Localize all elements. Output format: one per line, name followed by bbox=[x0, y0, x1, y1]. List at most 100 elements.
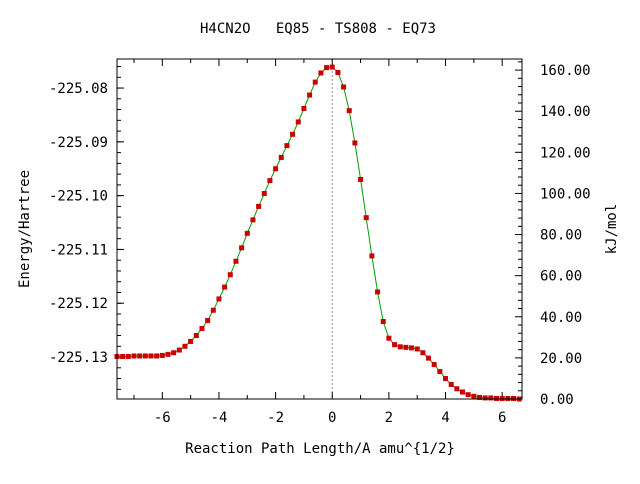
data-point bbox=[250, 217, 256, 223]
data-point bbox=[154, 353, 160, 359]
data-point bbox=[233, 258, 239, 264]
data-point bbox=[363, 215, 369, 221]
data-point bbox=[301, 105, 307, 111]
x-tick-label: 2 bbox=[385, 410, 393, 426]
y2-axis-label: kJ/mol bbox=[604, 204, 620, 255]
plot-frame bbox=[116, 58, 523, 400]
data-point bbox=[380, 319, 386, 325]
data-point bbox=[403, 344, 409, 350]
data-point bbox=[120, 354, 126, 359]
data-point bbox=[482, 395, 488, 401]
y2-tick-label: 0.00 bbox=[540, 392, 574, 408]
data-point bbox=[142, 353, 148, 359]
y-axis-label: Energy/Hartree bbox=[17, 170, 33, 288]
x-tick-label: 4 bbox=[441, 410, 449, 426]
y-tick-label: -225.10 bbox=[49, 189, 108, 205]
data-point bbox=[290, 131, 296, 137]
data-point bbox=[460, 389, 466, 395]
data-point bbox=[426, 355, 432, 361]
data-point bbox=[256, 203, 262, 209]
data-point bbox=[324, 65, 330, 71]
data-point bbox=[318, 70, 324, 76]
data-point bbox=[193, 333, 199, 339]
data-point bbox=[131, 353, 137, 359]
chart-title: H4CN2O EQ85 - TS808 - EQ73 bbox=[200, 21, 436, 37]
y-tick-label: -225.13 bbox=[49, 350, 108, 366]
y2-tick-label: 20.00 bbox=[540, 351, 582, 367]
data-point bbox=[420, 350, 426, 356]
y-tick-label: -225.09 bbox=[49, 135, 108, 151]
data-point bbox=[465, 392, 471, 398]
data-point bbox=[307, 92, 313, 98]
data-point bbox=[216, 296, 222, 302]
data-point bbox=[358, 177, 364, 183]
data-point bbox=[437, 369, 443, 375]
data-point bbox=[386, 335, 392, 341]
data-point bbox=[346, 108, 352, 114]
x-axis-label: Reaction Path Length/A amu^{1/2} bbox=[185, 441, 455, 457]
data-point bbox=[148, 353, 154, 359]
y2-tick-label: 40.00 bbox=[540, 310, 582, 326]
y-tick-label: -225.11 bbox=[49, 242, 108, 258]
data-point bbox=[295, 119, 301, 125]
data-point bbox=[165, 351, 171, 357]
data-point bbox=[222, 284, 228, 290]
axis-ticks-layer: -6 -4 -2 0 2 4 6 -225.13 -225.12 -225.11 -225.10 -2… bbox=[49, 59, 591, 426]
data-point bbox=[505, 395, 511, 401]
series-layer bbox=[114, 64, 522, 402]
x-tick-label: -6 bbox=[154, 410, 171, 426]
y2-tick-label: 120.00 bbox=[540, 145, 591, 161]
data-point bbox=[244, 230, 250, 236]
data-point bbox=[494, 395, 500, 401]
data-point bbox=[261, 190, 267, 196]
data-point bbox=[397, 344, 403, 350]
x-tick-label: 0 bbox=[328, 410, 336, 426]
data-point bbox=[267, 178, 273, 184]
data-point bbox=[409, 345, 415, 351]
data-point bbox=[188, 338, 194, 344]
data-point bbox=[159, 352, 165, 358]
data-point bbox=[341, 84, 347, 90]
y-tick-label: -225.08 bbox=[49, 81, 108, 97]
data-point bbox=[239, 245, 245, 251]
y2-tick-label: 160.00 bbox=[540, 63, 591, 79]
data-point bbox=[443, 376, 449, 382]
data-point bbox=[448, 381, 454, 387]
data-point bbox=[171, 350, 177, 356]
data-point bbox=[205, 317, 211, 323]
data-point bbox=[273, 166, 279, 172]
data-point bbox=[375, 289, 381, 295]
data-point bbox=[454, 386, 460, 392]
data-point bbox=[329, 64, 335, 70]
y2-tick-label: 80.00 bbox=[540, 228, 582, 244]
data-point bbox=[182, 343, 188, 349]
data-point bbox=[471, 393, 477, 399]
data-point bbox=[392, 342, 398, 348]
y2-tick-label: 60.00 bbox=[540, 269, 582, 285]
y-tick-label: -225.12 bbox=[49, 296, 108, 312]
data-point bbox=[284, 143, 290, 149]
data-point bbox=[312, 79, 318, 85]
data-point bbox=[176, 347, 182, 353]
data-point bbox=[352, 140, 358, 146]
data-point bbox=[227, 272, 233, 278]
x-tick-label: 6 bbox=[498, 410, 506, 426]
data-point bbox=[431, 362, 437, 368]
x-tick-label: -2 bbox=[267, 410, 284, 426]
data-point bbox=[199, 326, 205, 332]
data-point bbox=[499, 395, 505, 401]
data-point bbox=[125, 354, 131, 359]
data-point bbox=[369, 253, 375, 259]
data-point bbox=[210, 307, 216, 313]
data-point bbox=[414, 346, 420, 352]
data-point bbox=[511, 395, 517, 401]
data-point bbox=[477, 394, 483, 400]
x-tick-label: -4 bbox=[211, 410, 228, 426]
y2-tick-label: 100.00 bbox=[540, 186, 591, 202]
y2-tick-label: 140.00 bbox=[540, 104, 591, 120]
data-point bbox=[278, 154, 284, 160]
data-point bbox=[335, 69, 341, 75]
data-point bbox=[137, 353, 143, 359]
